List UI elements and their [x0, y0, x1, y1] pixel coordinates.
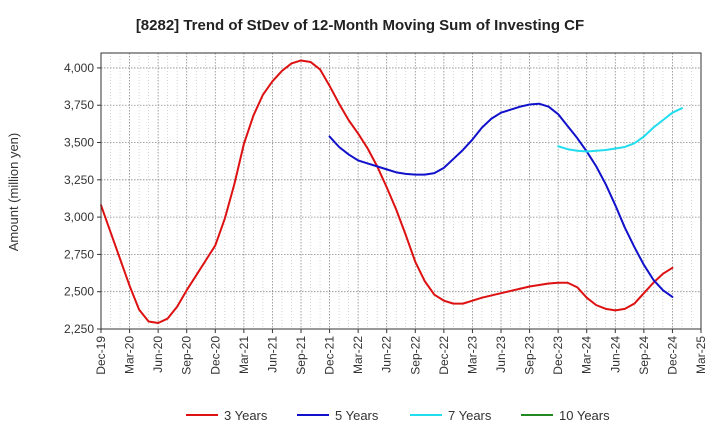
x-tick-label: Mar-22 — [351, 336, 365, 374]
x-tick-label: Sep-22 — [408, 336, 422, 375]
x-tick-label: Dec-23 — [551, 336, 565, 375]
x-tick-label: Mar-23 — [465, 336, 479, 374]
series-line-3-years — [100, 59, 674, 325]
x-tick-label: Jun-22 — [380, 336, 394, 373]
x-tick-label: Mar-21 — [237, 336, 251, 374]
y-tick-label: 3,000 — [64, 210, 94, 224]
y-tick-label: 2,750 — [64, 247, 94, 261]
x-tick-label: Dec-22 — [437, 336, 451, 375]
legend-label: 7 Years — [448, 408, 492, 423]
y-tick-label: 3,750 — [64, 98, 94, 112]
x-tick-label: Mar-20 — [123, 336, 137, 374]
y-tick-label: 4,000 — [64, 61, 94, 75]
legend-item: 3 Years — [186, 408, 268, 423]
y-tick-label: 3,250 — [64, 173, 94, 187]
x-tick-label: Dec-24 — [665, 336, 679, 375]
series-line-7-years — [557, 107, 683, 153]
legend-label: 3 Years — [224, 408, 268, 423]
series-lines — [100, 59, 683, 325]
y-tick-label: 2,500 — [64, 285, 94, 299]
x-tick-label: Sep-21 — [294, 336, 308, 375]
series-line-5-years — [328, 102, 674, 298]
y-axis-label: Amount (million yen) — [6, 133, 21, 252]
chart-title: [8282] Trend of StDev of 12-Month Moving… — [136, 17, 584, 34]
y-axis-ticks: 2,250 2,500 2,750 3,000 3,250 3,500 3,750 4,000 — [64, 61, 101, 336]
legend-item: 5 Years — [297, 408, 379, 423]
x-tick-label: Mar-25 — [694, 336, 708, 374]
x-tick-label: Dec-19 — [94, 336, 108, 375]
x-axis-ticks: Dec-19 Mar-20 Jun-20 Sep-20 Dec-20 Mar-21 Jun-… — [94, 329, 708, 375]
legend-label: 5 Years — [335, 408, 379, 423]
x-tick-label: Jun-21 — [265, 336, 279, 373]
x-tick-label: Jun-20 — [151, 336, 165, 373]
x-tick-label: Dec-21 — [323, 336, 337, 375]
legend-item: 7 Years — [410, 408, 492, 423]
legend: 3 Years 5 Years 7 Years 10 Years — [186, 408, 610, 423]
plot-area — [101, 53, 701, 329]
x-tick-label: Jun-23 — [494, 336, 508, 373]
x-tick-label: Jun-24 — [608, 336, 622, 373]
x-tick-label: Mar-24 — [580, 336, 594, 374]
y-tick-label: 2,250 — [64, 322, 94, 336]
x-tick-label: Sep-24 — [637, 336, 651, 375]
y-tick-label: 3,500 — [64, 136, 94, 150]
gridlines — [100, 53, 702, 330]
legend-item: 10 Years — [521, 408, 610, 423]
x-tick-label: Dec-20 — [208, 336, 222, 375]
x-tick-label: Sep-20 — [180, 336, 194, 375]
plot-border — [100, 52, 702, 330]
legend-label: 10 Years — [559, 408, 610, 423]
x-tick-label: Sep-23 — [523, 336, 537, 375]
